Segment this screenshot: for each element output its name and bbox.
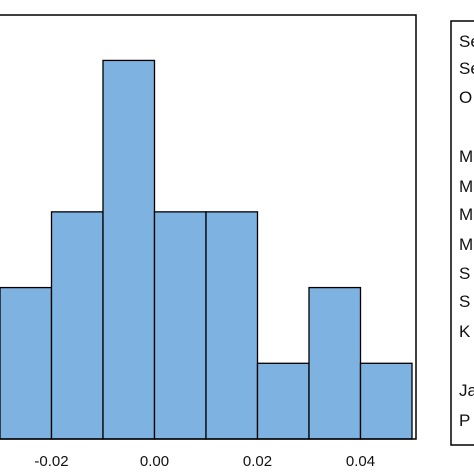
stats-label: Ja	[459, 381, 474, 400]
stats-label: M	[459, 177, 473, 196]
stats-label: M	[459, 235, 473, 254]
histogram-bars	[0, 59, 413, 440]
stats-label: M	[459, 205, 473, 224]
histogram-bar	[50, 211, 104, 440]
stats-label: S	[459, 292, 470, 311]
x-tick-label: 0.04	[346, 453, 375, 470]
stats-panel: SeSeOMMMMSSKJaP	[459, 32, 474, 430]
stats-label: S	[459, 264, 470, 283]
stats-label: O	[459, 88, 472, 107]
x-tick-label: 0.02	[243, 453, 272, 470]
stats-label: M	[459, 147, 473, 166]
stats-label: K	[459, 322, 471, 341]
histogram-bar	[359, 362, 413, 440]
histogram-bar	[205, 211, 259, 440]
stats-label: Se	[459, 59, 474, 78]
x-tick-label: 0.00	[140, 453, 169, 470]
stats-panel-frame	[450, 20, 474, 446]
histogram-bar	[0, 286, 53, 440]
stats-label: P	[459, 411, 470, 430]
histogram-bar	[256, 362, 310, 440]
stats-label: Se	[459, 32, 474, 51]
histogram-bar	[153, 211, 207, 440]
histogram-bar	[102, 59, 156, 440]
x-tick-label: -0.02	[34, 453, 68, 470]
histogram-bar	[308, 286, 362, 440]
x-axis-ticks: -0.02 0.00 0.02 0.04	[34, 433, 375, 470]
plot-frame	[0, 14, 417, 440]
